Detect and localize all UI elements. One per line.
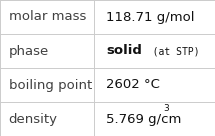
- Text: phase: phase: [9, 44, 49, 58]
- Text: 3: 3: [163, 104, 169, 113]
- Text: density: density: [9, 112, 58, 126]
- Text: 5.769 g/cm: 5.769 g/cm: [106, 112, 182, 126]
- Text: boiling point: boiling point: [9, 78, 92, 92]
- Text: (at STP): (at STP): [135, 46, 200, 56]
- Text: solid: solid: [106, 44, 142, 58]
- Text: 2602 °C: 2602 °C: [106, 78, 160, 92]
- Text: molar mass: molar mass: [9, 10, 86, 24]
- Text: 118.71 g/mol: 118.71 g/mol: [106, 10, 195, 24]
